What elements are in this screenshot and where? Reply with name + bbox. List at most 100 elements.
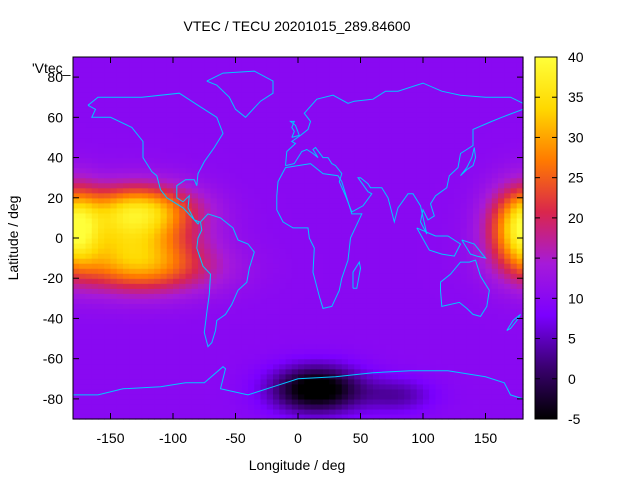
heatmap-cell [360, 358, 368, 365]
heatmap-cell [91, 263, 99, 269]
heatmap-cell [179, 348, 187, 355]
heatmap-cell [329, 152, 337, 159]
heatmap-cell [498, 177, 505, 184]
heatmap-cell [229, 273, 237, 279]
heatmap-cell [235, 408, 243, 415]
heatmap-cell [366, 243, 374, 249]
heatmap-cell [348, 313, 355, 320]
heatmap-cell [216, 157, 224, 164]
heatmap-cell [135, 388, 143, 395]
heatmap-cell [354, 162, 362, 169]
heatmap-cell [341, 77, 349, 83]
heatmap-cell [373, 177, 380, 184]
heatmap-cell [435, 82, 443, 88]
heatmap-cell [135, 293, 143, 299]
heatmap-cell [454, 142, 462, 149]
heatmap-cell [198, 212, 205, 219]
heatmap-cell [423, 263, 430, 269]
heatmap-cell [141, 72, 149, 78]
heatmap-cell [173, 157, 180, 164]
heatmap-cell [379, 222, 387, 229]
heatmap-cell [191, 313, 199, 320]
heatmap-cell [429, 373, 437, 380]
heatmap-cell [223, 67, 230, 73]
heatmap-cell [298, 258, 305, 264]
heatmap-cell [235, 313, 243, 320]
heatmap-cell [323, 243, 330, 249]
heatmap-cell [160, 308, 168, 315]
heatmap-cell [304, 72, 312, 78]
heatmap-cell [98, 137, 105, 144]
heatmap-cell [235, 192, 243, 199]
heatmap-cell [279, 398, 287, 405]
heatmap-cell [216, 383, 224, 390]
heatmap-cell [85, 408, 93, 415]
heatmap-cell [191, 102, 199, 108]
heatmap-cell [504, 373, 512, 380]
heatmap-cell [385, 408, 393, 415]
heatmap-cell [173, 288, 180, 294]
heatmap-cell [135, 343, 143, 350]
heatmap-cell [385, 373, 393, 380]
heatmap-cell [223, 187, 230, 194]
heatmap-cell [235, 358, 243, 365]
heatmap-cell [291, 303, 299, 309]
heatmap-cell [485, 273, 493, 279]
heatmap-cell [316, 273, 324, 279]
heatmap-cell [335, 207, 343, 214]
heatmap-cell [210, 408, 218, 415]
heatmap-cell [335, 87, 343, 93]
heatmap-cell [235, 253, 243, 259]
heatmap-cell [141, 288, 149, 294]
heatmap-cell [335, 192, 343, 199]
heatmap-cell [366, 278, 374, 284]
heatmap-cell [85, 117, 93, 123]
heatmap-cell [135, 97, 143, 103]
heatmap-cell [73, 67, 80, 73]
heatmap-cell [210, 313, 218, 320]
heatmap-cell [129, 187, 137, 194]
heatmap-cell [135, 212, 143, 219]
heatmap-cell [85, 238, 93, 244]
heatmap-cell [360, 333, 368, 340]
heatmap-cell [329, 127, 337, 134]
heatmap-cell [204, 182, 212, 189]
heatmap-cell [123, 398, 130, 405]
heatmap-cell [123, 283, 130, 289]
heatmap-cell [310, 177, 318, 184]
heatmap-cell [235, 107, 243, 113]
heatmap-cell [110, 248, 118, 254]
heatmap-cell [491, 313, 499, 320]
heatmap-cell [423, 403, 430, 410]
heatmap-cell [204, 97, 212, 103]
heatmap-cell [154, 363, 162, 370]
heatmap-cell [335, 378, 343, 385]
heatmap-cell [98, 177, 105, 184]
heatmap-cell [329, 67, 337, 73]
heatmap-cell [216, 308, 224, 315]
heatmap-cell [304, 363, 312, 370]
heatmap-cell [335, 162, 343, 169]
heatmap-cell [354, 177, 362, 184]
heatmap-cell [391, 82, 399, 88]
heatmap-cell [73, 117, 80, 123]
heatmap-cell [341, 142, 349, 149]
heatmap-cell [266, 258, 274, 264]
heatmap-cell [254, 343, 262, 350]
heatmap-cell [360, 408, 368, 415]
heatmap-cell [135, 303, 143, 309]
heatmap-cell [73, 358, 80, 365]
heatmap-cell [448, 107, 455, 113]
heatmap-cell [460, 82, 468, 88]
heatmap-cell [148, 102, 155, 108]
heatmap-cell [73, 62, 80, 68]
heatmap-cell [141, 122, 149, 128]
heatmap-cell [416, 72, 424, 78]
heatmap-cell [279, 363, 287, 370]
heatmap-cell [135, 187, 143, 194]
heatmap-cell [141, 117, 149, 123]
heatmap-cell [273, 97, 280, 103]
heatmap-cell [373, 383, 380, 390]
heatmap-cell [441, 298, 449, 304]
heatmap-cell [435, 77, 443, 83]
